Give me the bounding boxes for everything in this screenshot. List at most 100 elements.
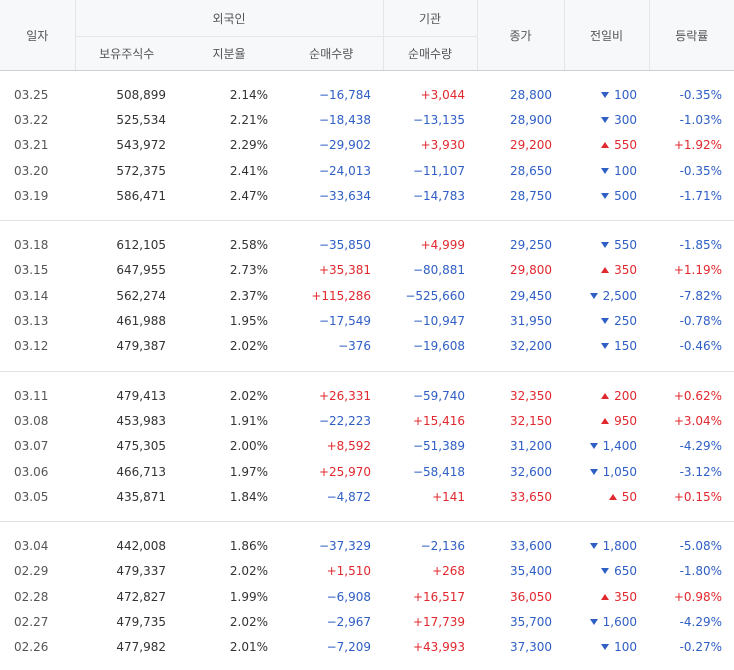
triangle-down-icon (601, 568, 610, 575)
cell-close: 35,400 (510, 564, 553, 579)
change-value: 650 (614, 564, 638, 579)
change-value: 1,400 (602, 439, 638, 454)
change-value: 1,600 (602, 614, 638, 629)
cell-rate: -0.35% (679, 87, 723, 102)
change-value: 100 (614, 640, 638, 655)
table-row: 03.15 647,955 2.73% +35,381 −80,881 29,800 350… (0, 258, 734, 283)
cell-inst-net: −51,389 (412, 439, 466, 454)
triangle-down-icon (601, 644, 610, 651)
change-value: 200 (614, 388, 638, 403)
change-value: 350 (614, 589, 638, 604)
cell-date: 03.22 (14, 112, 49, 127)
cell-change: 100 (564, 635, 649, 660)
cell-close: 32,350 (510, 388, 553, 403)
triangle-down-icon (601, 242, 610, 249)
cell-change: 300 (564, 107, 649, 132)
cell-rate: +1.92% (673, 138, 723, 153)
cell-rate: +0.98% (673, 589, 723, 604)
table-row: 03.18 612,105 2.58% −35,850 +4,999 29,250 550 -… (0, 232, 734, 257)
cell-change: 100 (564, 82, 649, 107)
header-ratio: 지분율 (178, 36, 280, 71)
cell-close: 31,950 (510, 314, 553, 329)
cell-holdings: 466,713 (116, 464, 166, 479)
cell-inst-net: −10,947 (412, 314, 466, 329)
cell-inst-net: +15,416 (412, 413, 466, 428)
cell-date: 02.26 (14, 640, 49, 655)
cell-ratio: 2.00% (229, 439, 268, 454)
cell-foreign-net: −24,013 (318, 163, 372, 178)
table-row: 03.22 525,534 2.21% −18,438 −13,135 28,900 300… (0, 107, 734, 132)
change-value: 100 (614, 163, 638, 178)
cell-rate: +0.62% (673, 388, 723, 403)
group-separator (0, 358, 734, 372)
cell-holdings: 562,274 (116, 288, 166, 303)
cell-close: 29,250 (510, 238, 553, 253)
cell-inst-net: −525,660 (405, 288, 466, 303)
cell-change: 650 (564, 559, 649, 584)
change-value: 1,800 (602, 539, 638, 554)
cell-holdings: 508,899 (116, 87, 166, 102)
cell-date: 03.14 (14, 288, 49, 303)
cell-rate: +0.15% (673, 489, 723, 504)
group-separator (0, 208, 734, 222)
cell-date: 02.28 (14, 589, 49, 604)
cell-foreign-net: +25,970 (318, 464, 372, 479)
cell-foreign-net: −35,850 (318, 238, 372, 253)
triangle-up-icon (601, 417, 610, 424)
cell-date: 02.29 (14, 564, 49, 579)
cell-holdings: 472,827 (116, 589, 166, 604)
cell-ratio: 2.02% (229, 388, 268, 403)
cell-date: 03.08 (14, 413, 49, 428)
cell-inst-net: −2,136 (420, 539, 466, 554)
cell-ratio: 2.29% (229, 138, 268, 153)
cell-date: 03.12 (14, 339, 49, 354)
triangle-down-icon (589, 443, 598, 450)
table-row: 03.19 586,471 2.47% −33,634 −14,783 28,750 500… (0, 183, 734, 208)
cell-inst-net: +4,999 (420, 238, 466, 253)
cell-foreign-net: +115,286 (311, 288, 372, 303)
cell-rate: -1.85% (679, 238, 723, 253)
triangle-down-icon (589, 468, 598, 475)
cell-date: 03.20 (14, 163, 49, 178)
table-row: 03.06 466,713 1.97% +25,970 −58,418 32,600 1,0… (0, 459, 734, 484)
change-value: 950 (614, 413, 638, 428)
cell-inst-net: −13,135 (412, 112, 466, 127)
cell-foreign-net: −2,967 (326, 614, 372, 629)
cell-ratio: 2.73% (229, 263, 268, 278)
cell-close: 28,650 (510, 163, 553, 178)
cell-close: 29,450 (510, 288, 553, 303)
cell-rate: -3.12% (679, 464, 723, 479)
cell-holdings: 543,972 (116, 138, 166, 153)
cell-date: 03.06 (14, 464, 49, 479)
cell-holdings: 477,982 (116, 640, 166, 655)
cell-holdings: 442,008 (116, 539, 166, 554)
table-row: 02.27 479,735 2.02% −2,967 +17,739 35,700 1,60… (0, 609, 734, 634)
cell-change: 550 (564, 232, 649, 257)
change-value: 250 (614, 314, 638, 329)
cell-rate: -0.27% (679, 640, 723, 655)
spacer (0, 71, 734, 83)
cell-date: 03.15 (14, 263, 49, 278)
spacer (0, 221, 734, 233)
cell-change: 1,800 (564, 533, 649, 558)
cell-inst-net: −58,418 (412, 464, 466, 479)
cell-date: 03.04 (14, 539, 49, 554)
cell-holdings: 572,375 (116, 163, 166, 178)
table-body: 03.25 508,899 2.14% −16,784 +3,044 28,800 100 -… (0, 71, 734, 660)
cell-foreign-net: −37,329 (318, 539, 372, 554)
cell-change: 350 (564, 258, 649, 283)
change-value: 550 (614, 138, 638, 153)
cell-close: 32,200 (510, 339, 553, 354)
cell-inst-net: −19,608 (412, 339, 466, 354)
cell-foreign-net: −7,209 (326, 640, 372, 655)
change-value: 500 (614, 188, 638, 203)
cell-foreign-net: +35,381 (318, 263, 372, 278)
cell-ratio: 2.47% (229, 188, 268, 203)
cell-foreign-net: −4,872 (326, 489, 372, 504)
cell-inst-net: −59,740 (412, 388, 466, 403)
cell-inst-net: −14,783 (412, 188, 466, 203)
cell-close: 33,600 (510, 539, 553, 554)
change-value: 550 (614, 238, 638, 253)
